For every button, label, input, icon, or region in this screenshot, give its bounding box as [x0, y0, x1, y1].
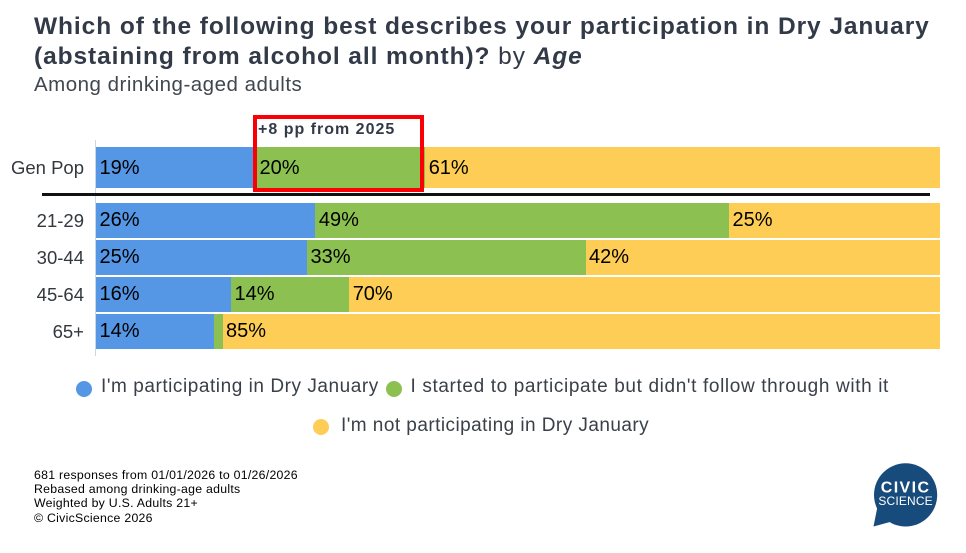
- svg-text:CIVIC: CIVIC: [881, 480, 931, 497]
- svg-text:SCIENCE: SCIENCE: [878, 494, 932, 508]
